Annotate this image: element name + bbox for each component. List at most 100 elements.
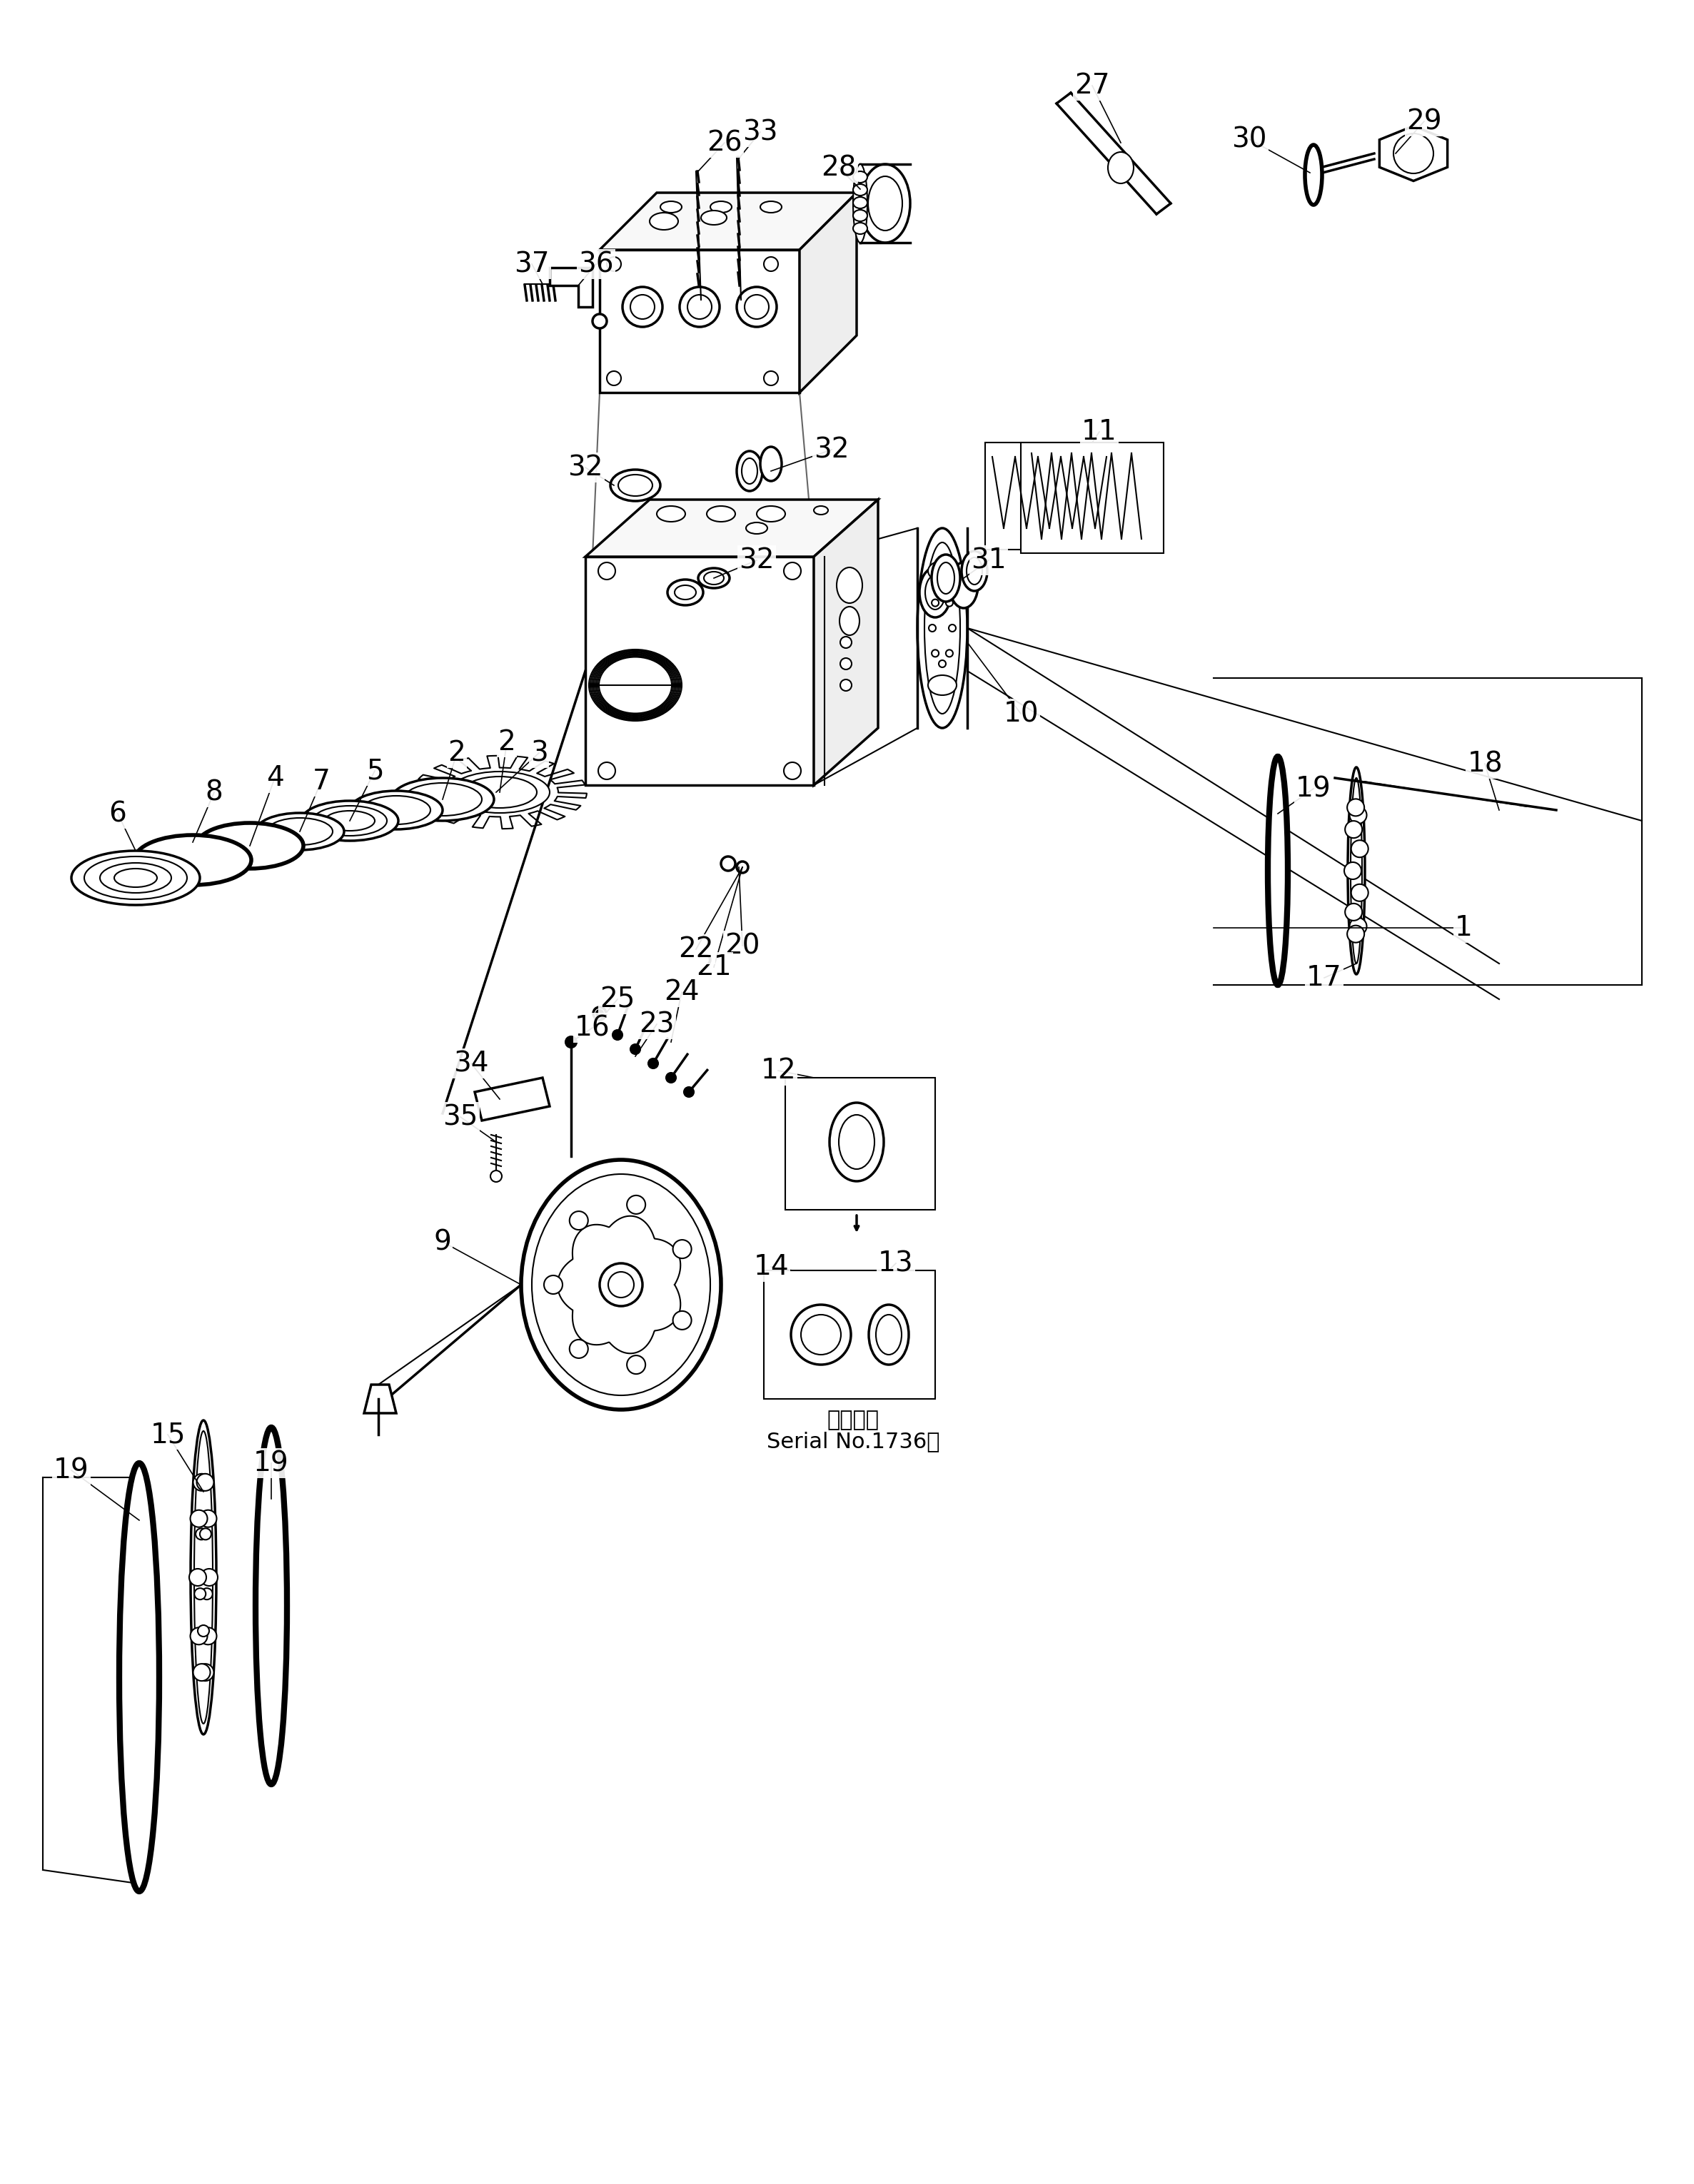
Ellipse shape — [710, 201, 732, 212]
Text: 8: 8 — [205, 780, 224, 806]
Ellipse shape — [449, 771, 549, 812]
Circle shape — [622, 286, 662, 328]
Text: 32: 32 — [567, 454, 603, 480]
Ellipse shape — [391, 778, 495, 821]
Text: 31: 31 — [971, 546, 1006, 574]
Ellipse shape — [71, 852, 200, 904]
Ellipse shape — [618, 474, 652, 496]
Ellipse shape — [861, 164, 910, 242]
Ellipse shape — [195, 1588, 205, 1599]
Ellipse shape — [191, 1420, 217, 1734]
Text: 36: 36 — [578, 251, 613, 277]
Ellipse shape — [190, 1627, 207, 1645]
Ellipse shape — [256, 1428, 286, 1784]
Circle shape — [600, 1262, 642, 1306]
Ellipse shape — [190, 1509, 207, 1527]
Text: 10: 10 — [1003, 701, 1038, 727]
Text: 32: 32 — [815, 437, 849, 463]
Circle shape — [938, 660, 945, 668]
Ellipse shape — [1108, 153, 1133, 183]
Circle shape — [945, 598, 954, 607]
Ellipse shape — [349, 791, 442, 830]
Ellipse shape — [403, 782, 481, 817]
Text: 19: 19 — [1296, 775, 1331, 802]
Ellipse shape — [667, 579, 703, 605]
Ellipse shape — [190, 1568, 207, 1586]
Circle shape — [764, 258, 778, 271]
Polygon shape — [586, 557, 813, 784]
Circle shape — [630, 295, 654, 319]
Circle shape — [1350, 917, 1367, 935]
Ellipse shape — [925, 542, 960, 714]
Ellipse shape — [313, 806, 386, 836]
Circle shape — [840, 679, 852, 690]
Circle shape — [1394, 133, 1433, 173]
Text: 16: 16 — [574, 1013, 610, 1042]
Circle shape — [627, 1195, 645, 1214]
Circle shape — [593, 1007, 606, 1020]
Ellipse shape — [745, 522, 767, 533]
Ellipse shape — [268, 819, 332, 845]
Circle shape — [791, 1304, 850, 1365]
Ellipse shape — [1304, 144, 1321, 205]
Circle shape — [801, 1315, 840, 1354]
Ellipse shape — [200, 1529, 212, 1540]
Circle shape — [569, 1339, 588, 1358]
Circle shape — [684, 1088, 695, 1096]
Text: 28: 28 — [822, 155, 857, 181]
Ellipse shape — [869, 1304, 908, 1365]
Circle shape — [666, 1072, 676, 1083]
Text: 2: 2 — [498, 729, 515, 756]
Ellipse shape — [522, 1160, 722, 1409]
Ellipse shape — [462, 778, 537, 808]
Ellipse shape — [701, 210, 727, 225]
Ellipse shape — [119, 1463, 159, 1891]
Ellipse shape — [674, 585, 696, 601]
Circle shape — [1345, 821, 1362, 839]
Circle shape — [737, 286, 776, 328]
Text: 6: 6 — [108, 799, 127, 828]
Circle shape — [606, 371, 622, 384]
Text: 12: 12 — [761, 1057, 796, 1083]
Ellipse shape — [757, 507, 786, 522]
Circle shape — [928, 625, 935, 631]
Polygon shape — [1379, 127, 1447, 181]
Circle shape — [1345, 863, 1362, 880]
Circle shape — [764, 371, 778, 384]
Text: 37: 37 — [513, 251, 549, 277]
Circle shape — [840, 657, 852, 670]
Polygon shape — [586, 500, 877, 557]
Circle shape — [598, 762, 615, 780]
Text: 1: 1 — [1455, 915, 1472, 941]
Ellipse shape — [1348, 767, 1365, 974]
Circle shape — [1352, 841, 1369, 858]
Ellipse shape — [197, 1664, 213, 1682]
Ellipse shape — [932, 555, 960, 601]
Circle shape — [1350, 806, 1367, 823]
Text: 17: 17 — [1306, 965, 1342, 992]
Ellipse shape — [202, 1588, 212, 1599]
Text: 34: 34 — [454, 1051, 490, 1077]
Bar — [764, 1271, 935, 1400]
Text: 27: 27 — [1074, 72, 1110, 98]
Ellipse shape — [198, 1625, 208, 1636]
Circle shape — [932, 651, 938, 657]
Text: 15: 15 — [151, 1422, 185, 1448]
Ellipse shape — [200, 1568, 219, 1586]
Circle shape — [737, 860, 749, 874]
Ellipse shape — [876, 1315, 901, 1354]
Ellipse shape — [610, 470, 661, 500]
Ellipse shape — [100, 863, 171, 893]
Ellipse shape — [706, 507, 735, 522]
Text: 30: 30 — [1232, 127, 1267, 153]
Ellipse shape — [193, 1474, 210, 1492]
Circle shape — [688, 295, 711, 319]
Ellipse shape — [649, 212, 678, 229]
Circle shape — [784, 762, 801, 780]
Text: 3: 3 — [530, 740, 547, 767]
Circle shape — [938, 590, 945, 596]
Ellipse shape — [737, 452, 762, 491]
Ellipse shape — [925, 574, 945, 609]
Ellipse shape — [854, 197, 867, 207]
Polygon shape — [800, 192, 857, 393]
